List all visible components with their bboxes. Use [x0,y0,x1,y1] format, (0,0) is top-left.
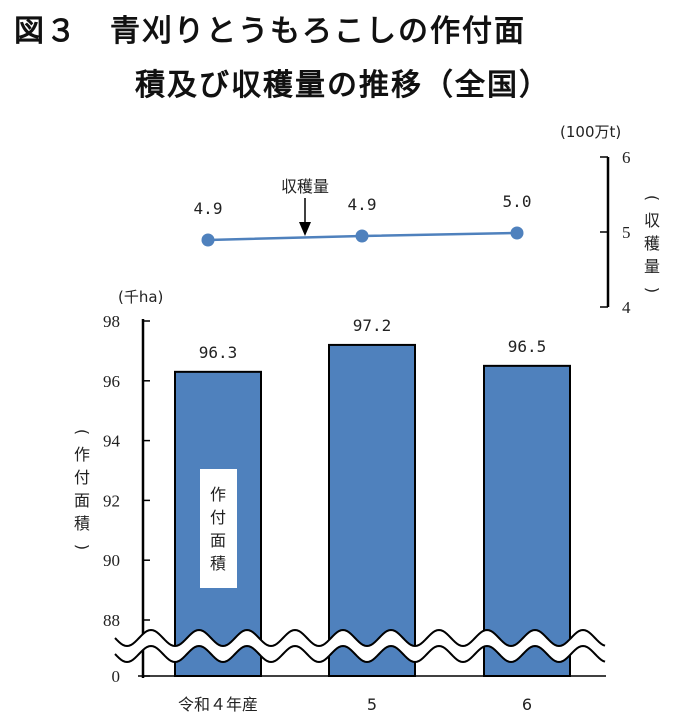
right-axis-title-char: 穫 [644,234,660,253]
bar-label-text-char: 面 [210,531,226,550]
line-callout-label: 収穫量 [281,177,329,196]
chart-title-line2: 積及び収穫量の推移（全国） [135,68,551,103]
right-axis-title-char: ( [643,195,662,201]
line-point [201,233,215,247]
right-axis-title-char: ) [643,287,662,293]
left-tick-label: 88 [103,611,120,630]
bar [328,343,416,677]
left-tick-label: 92 [103,491,120,510]
left-tick-label: 96 [103,372,120,391]
right-tick-label: 5 [622,223,631,242]
left-axis-title-char: 作 [74,445,90,464]
line-point [510,226,524,240]
bar-label-text-char: 付 [210,508,226,527]
axis-break-lower-wave [114,644,606,664]
chart-title-line1: 図３ 青刈りとうもろこしの作付面 [14,14,526,49]
left-axis-title-char: 付 [74,468,90,487]
x-category-label: 令和４年産 [178,695,258,714]
bar-label-text-char: 積 [210,554,226,573]
right-axis-title: ( 収穫量) [643,195,662,293]
bar-label-text-char: 作 [210,485,226,504]
bar-label-box [200,469,237,588]
right-axis-title-char: 量 [644,257,660,276]
line-callout-arrowhead [299,222,311,236]
right-tick-label: 4 [622,298,631,317]
axis-break-upper-wave [114,628,606,648]
left-axis-title-char: ( [73,429,92,435]
x-category-label: 6 [522,695,532,714]
bar-value-label: 96.5 [508,337,547,356]
line-value-label: 4.9 [348,195,377,214]
left-axis-title-char: ) [73,544,92,550]
line-point [355,229,369,243]
bar [483,364,571,677]
left-axis-title-char: 積 [74,514,90,533]
line-value-label: 4.9 [194,199,223,218]
bar-value-label: 96.3 [199,343,238,362]
bar-value-label: 97.2 [353,316,392,335]
left-tick-label: 94 [103,432,121,451]
left-axis-unit: (千ha) [118,288,163,306]
left-tick-label: 0 [112,667,121,686]
left-tick-label: 90 [103,551,120,570]
x-category-label: 5 [367,695,377,714]
right-axis-unit: (100万t) [560,123,621,141]
axis-break-band [115,630,605,662]
left-axis-title-char: 面 [74,491,90,510]
right-axis-title-char: 収 [644,211,660,230]
left-tick-label: 98 [103,312,120,331]
right-tick-label: 6 [622,148,631,167]
line-value-label: 5.0 [503,192,532,211]
